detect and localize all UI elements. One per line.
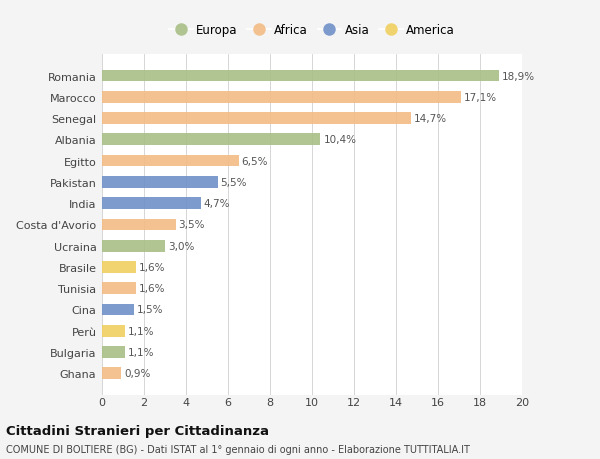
Text: 1,1%: 1,1% [128,347,155,357]
Bar [102,304,133,316]
Text: 1,6%: 1,6% [139,284,165,294]
Text: 1,1%: 1,1% [128,326,155,336]
Text: 1,5%: 1,5% [137,305,163,315]
Text: Cittadini Stranieri per Cittadinanza: Cittadini Stranieri per Cittadinanza [6,425,269,437]
Bar [102,113,410,125]
Text: 4,7%: 4,7% [204,199,230,209]
Legend: Europa, Africa, Asia, America: Europa, Africa, Asia, America [166,20,458,40]
Text: COMUNE DI BOLTIERE (BG) - Dati ISTAT al 1° gennaio di ogni anno - Elaborazione T: COMUNE DI BOLTIERE (BG) - Dati ISTAT al … [6,444,470,454]
Bar [102,71,499,82]
Bar [102,347,125,358]
Bar [102,368,121,379]
Bar [102,92,461,103]
Bar [102,177,218,188]
Bar [102,134,320,146]
Text: 0,9%: 0,9% [124,369,151,379]
Bar [102,156,239,167]
Bar [102,219,176,231]
Text: 10,4%: 10,4% [323,135,356,145]
Bar [102,198,201,209]
Bar [102,262,136,273]
Text: 18,9%: 18,9% [502,71,535,81]
Bar [102,241,165,252]
Text: 1,6%: 1,6% [139,263,165,272]
Text: 3,5%: 3,5% [179,220,205,230]
Text: 6,5%: 6,5% [242,156,268,166]
Text: 3,0%: 3,0% [168,241,194,251]
Text: 17,1%: 17,1% [464,93,497,102]
Text: 5,5%: 5,5% [221,178,247,187]
Bar [102,325,125,337]
Text: 14,7%: 14,7% [414,114,447,124]
Bar [102,283,136,294]
